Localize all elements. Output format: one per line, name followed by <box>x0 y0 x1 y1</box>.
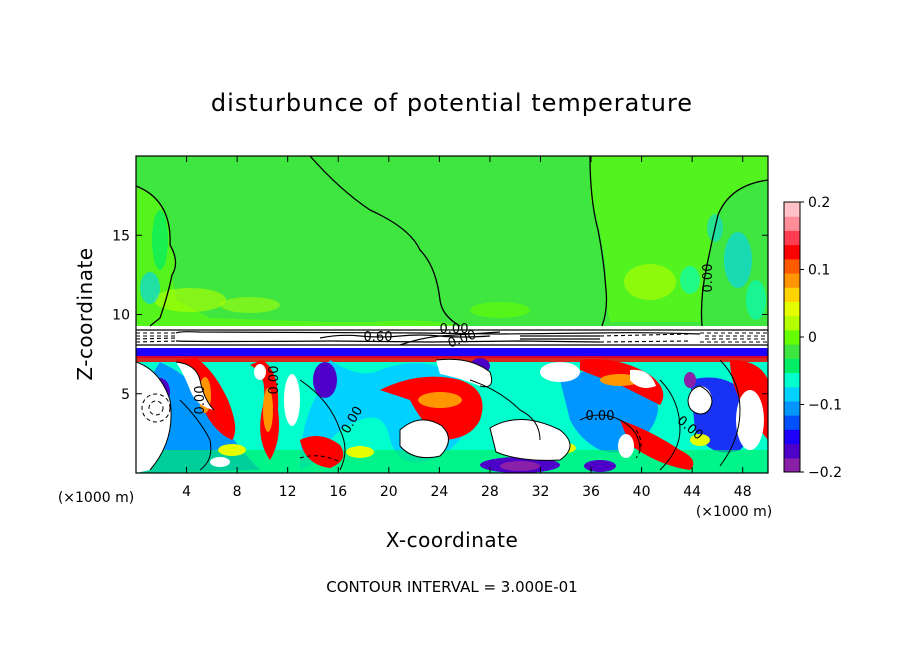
colorbar-segment <box>784 443 800 459</box>
colorbar-segment <box>784 400 800 416</box>
colorbar-segment <box>784 344 800 359</box>
x-tick-label: 20 <box>380 484 398 500</box>
inversion-contours <box>136 329 768 346</box>
x-tick-label: 12 <box>279 484 297 500</box>
x-tick-label: 44 <box>683 484 701 500</box>
colorbar-segment <box>784 258 800 274</box>
contour-label: 0.00 <box>701 264 716 293</box>
x-tick-label: 4 <box>182 484 191 500</box>
colorbar-segment <box>784 358 800 374</box>
colorbar-segment <box>784 329 800 345</box>
contour-label: 0.00 <box>440 322 469 337</box>
colorbar-segment <box>784 244 800 260</box>
field-patch <box>724 232 752 288</box>
x-tick-label: 16 <box>329 484 347 500</box>
x-tick-label: 24 <box>430 484 448 500</box>
x-tick-label: 28 <box>481 484 499 500</box>
y-tick-label: 10 <box>112 308 130 324</box>
contour-label: 0.00 <box>267 366 282 395</box>
inversion-dashed <box>136 332 768 343</box>
x-unit-right: (×1000 m) <box>696 504 772 520</box>
colorbar-segment <box>784 315 800 331</box>
colorbar-tick-label: 0.2 <box>808 195 830 211</box>
x-unit-left: (×1000 m) <box>58 490 134 506</box>
y-tick-label: 15 <box>112 228 130 244</box>
colorbar-segment <box>784 287 800 302</box>
extreme-anomalies <box>136 359 764 473</box>
field-patch <box>680 266 700 294</box>
x-tick-label: 48 <box>734 484 752 500</box>
lower-contours <box>136 358 741 471</box>
x-tick-label: 40 <box>633 484 651 500</box>
field-patch <box>470 302 530 318</box>
colorbar-tick-label: −0.2 <box>808 465 842 481</box>
colorbar-tick-label: 0 <box>808 330 817 346</box>
x-axis: 4 8 12 16 20 24 28 32 36 40 44 48 <box>182 156 752 500</box>
colorbar-segment <box>784 372 800 388</box>
field-patch <box>624 264 676 300</box>
colorbar-segment <box>784 301 800 317</box>
x-tick-label: 8 <box>233 484 242 500</box>
colorbar-segment <box>784 202 800 217</box>
colorbar-tick-label: 0.1 <box>808 263 830 279</box>
colorbar-segment <box>784 386 800 402</box>
contour-interval-footer: CONTOUR INTERVAL = 3.000E-01 <box>326 578 577 596</box>
colorbar: 0.2 0.1 0 −0.1 −0.2 <box>783 195 842 481</box>
field-patch <box>140 272 160 304</box>
y-axis: 5 10 15 <box>112 228 768 403</box>
chart-title: disturbunce of potential temperature <box>211 89 693 117</box>
y-tick-label: 5 <box>121 387 130 403</box>
y-axis-label: Z-coordinate <box>73 247 97 380</box>
zero-contours <box>136 156 768 327</box>
field-patch <box>136 348 768 358</box>
contour-label: 0.00 <box>193 386 208 415</box>
colorbar-segment <box>784 216 800 231</box>
field-patch <box>220 297 280 313</box>
lower-dashed <box>141 393 642 463</box>
x-tick-label: 36 <box>582 484 600 500</box>
contour-label: 0.00 <box>586 409 615 424</box>
field-patch <box>746 280 766 320</box>
plot-area <box>136 156 768 473</box>
colorbar-segment <box>784 415 800 430</box>
colorbar-segment <box>784 429 800 445</box>
x-axis-label: X-coordinate <box>386 528 519 552</box>
field-patch <box>154 288 226 312</box>
cold-anomalies <box>500 372 696 471</box>
colorbar-segment <box>784 457 800 473</box>
colorbar-tick-label: −0.1 <box>808 398 842 414</box>
colorbar-segment <box>784 273 800 288</box>
x-tick-label: 32 <box>532 484 550 500</box>
field-patch <box>152 210 168 270</box>
colorbar-segment <box>784 230 800 246</box>
contour-label: 0.60 <box>364 330 393 345</box>
